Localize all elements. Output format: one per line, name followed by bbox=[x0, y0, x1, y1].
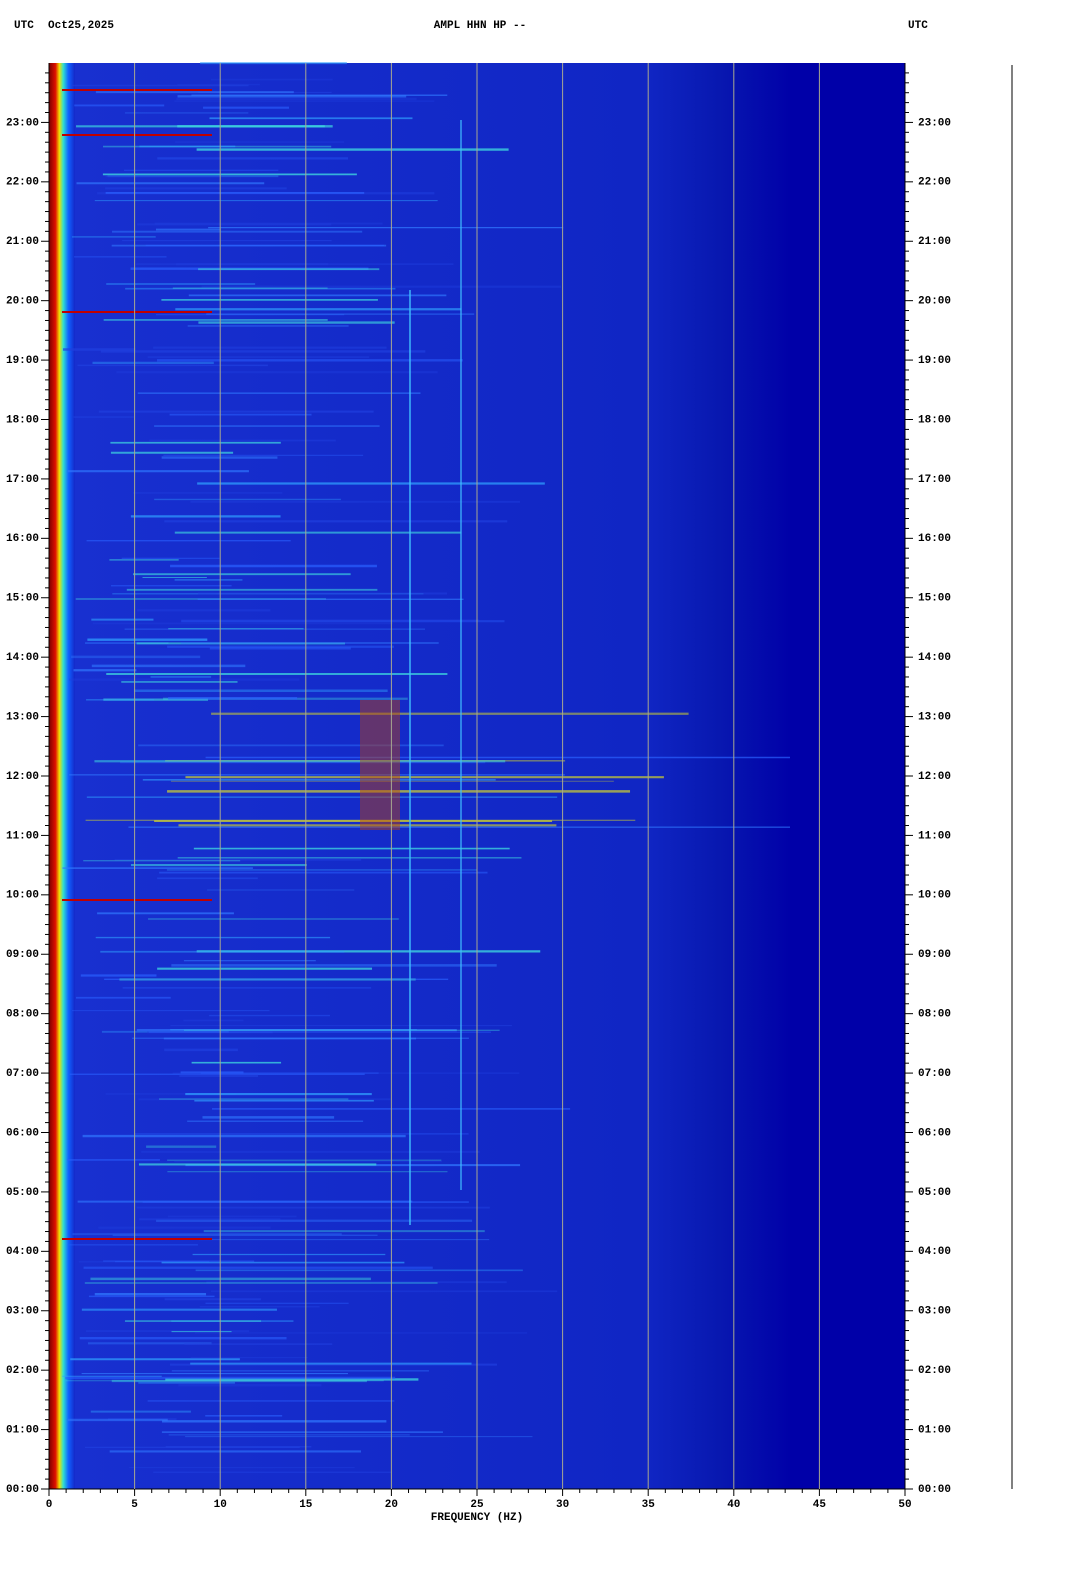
y-tick-label: 07:00 bbox=[6, 1068, 39, 1080]
x-tick-label: 20 bbox=[385, 1499, 398, 1511]
y-tick-label: 18:00 bbox=[6, 414, 39, 426]
x-tick-label: 35 bbox=[642, 1499, 656, 1511]
y-tick-label: 01:00 bbox=[6, 1424, 39, 1436]
chart-title: AMPL HHN HP -- bbox=[434, 20, 526, 32]
y-tick-label: 03:00 bbox=[918, 1306, 951, 1318]
y-tick-label: 09:00 bbox=[918, 949, 951, 961]
y-tick-label: 23:00 bbox=[918, 117, 951, 129]
y-tick-label: 10:00 bbox=[6, 890, 39, 902]
x-tick-label: 5 bbox=[131, 1499, 138, 1511]
y-tick-label: 05:00 bbox=[918, 1187, 951, 1199]
y-tick-label: 13:00 bbox=[918, 711, 951, 723]
y-tick-label: 06:00 bbox=[918, 1127, 951, 1139]
noise-patch bbox=[360, 700, 400, 830]
y-tick-label: 09:00 bbox=[6, 949, 39, 961]
y-tick-label: 20:00 bbox=[918, 296, 951, 308]
y-tick-label: 14:00 bbox=[6, 652, 39, 664]
low-frequency-band bbox=[49, 63, 75, 1489]
y-tick-label: 22:00 bbox=[6, 177, 39, 189]
zone-label: UTC bbox=[908, 20, 928, 32]
date-label: Oct25,2025 bbox=[48, 20, 114, 32]
y-tick-label: 01:00 bbox=[918, 1424, 951, 1436]
y-tick-label: 11:00 bbox=[918, 830, 951, 842]
y-tick-label: 00:00 bbox=[6, 1484, 39, 1496]
x-tick-label: 30 bbox=[556, 1499, 569, 1511]
y-tick-label: 16:00 bbox=[918, 533, 951, 545]
y-tick-label: 19:00 bbox=[918, 355, 951, 367]
x-tick-label: 40 bbox=[727, 1499, 740, 1511]
y-tick-label: 04:00 bbox=[6, 1246, 39, 1258]
y-tick-label: 22:00 bbox=[918, 177, 951, 189]
y-tick-label: 17:00 bbox=[918, 474, 951, 486]
y-tick-label: 19:00 bbox=[6, 355, 39, 367]
y-tick-label: 20:00 bbox=[6, 296, 39, 308]
noise-field bbox=[62, 63, 792, 1489]
y-tick-label: 21:00 bbox=[6, 236, 39, 248]
y-tick-label: 05:00 bbox=[6, 1187, 39, 1199]
y-tick-label: 02:00 bbox=[918, 1365, 951, 1377]
y-tick-label: 23:00 bbox=[6, 117, 39, 129]
y-tick-label: 00:00 bbox=[918, 1484, 951, 1496]
y-tick-label: 10:00 bbox=[918, 890, 951, 902]
y-tick-label: 06:00 bbox=[6, 1127, 39, 1139]
y-tick-label: 21:00 bbox=[918, 236, 951, 248]
y-tick-label: 15:00 bbox=[918, 593, 951, 605]
x-tick-label: 15 bbox=[299, 1499, 313, 1511]
x-axis-label: FREQUENCY (HZ) bbox=[431, 1512, 523, 1524]
x-tick-label: 50 bbox=[898, 1499, 911, 1511]
y-tick-label: 07:00 bbox=[918, 1068, 951, 1080]
y-tick-label: 08:00 bbox=[918, 1009, 951, 1021]
y-tick-label: 02:00 bbox=[6, 1365, 39, 1377]
y-tick-label: 15:00 bbox=[6, 593, 39, 605]
x-tick-label: 45 bbox=[813, 1499, 827, 1511]
y-tick-label: 16:00 bbox=[6, 533, 39, 545]
y-tick-label: 12:00 bbox=[6, 771, 39, 783]
y-tick-label: 13:00 bbox=[6, 711, 39, 723]
y-tick-label: 08:00 bbox=[6, 1009, 39, 1021]
y-tick-label: 12:00 bbox=[918, 771, 951, 783]
y-tick-label: 17:00 bbox=[6, 474, 39, 486]
y-tick-label: 11:00 bbox=[6, 830, 39, 842]
zone-label: UTC bbox=[14, 20, 34, 32]
x-tick-label: 0 bbox=[46, 1499, 53, 1511]
y-tick-label: 04:00 bbox=[918, 1246, 951, 1258]
y-tick-label: 03:00 bbox=[6, 1306, 39, 1318]
y-tick-label: 18:00 bbox=[918, 414, 951, 426]
y-tick-label: 14:00 bbox=[918, 652, 951, 664]
x-tick-label: 10 bbox=[214, 1499, 227, 1511]
x-tick-label: 25 bbox=[470, 1499, 484, 1511]
